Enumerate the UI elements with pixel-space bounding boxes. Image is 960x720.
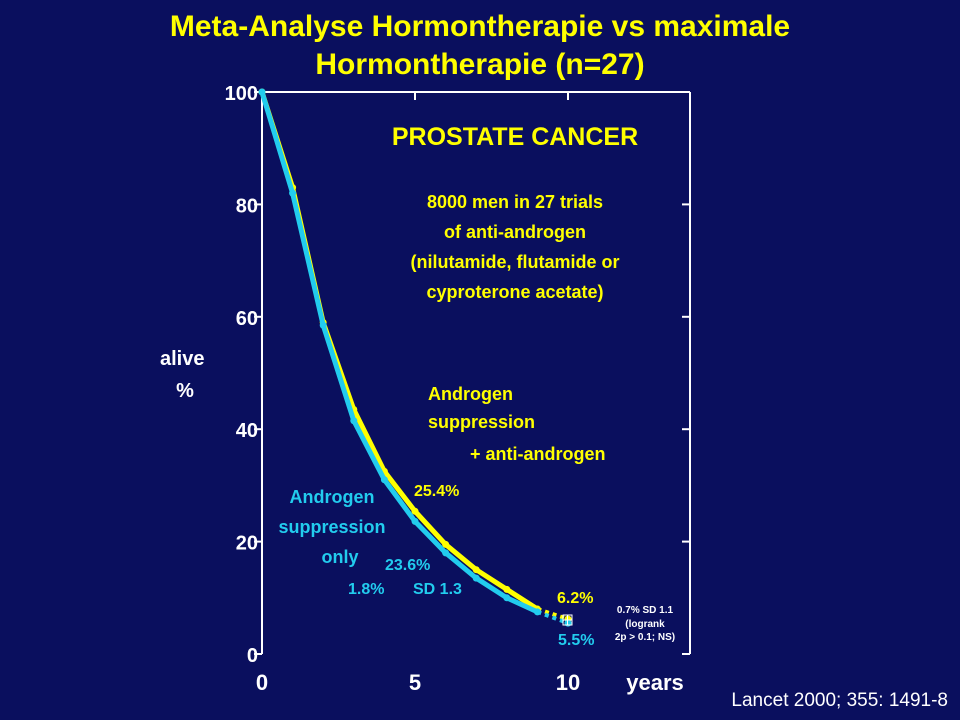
tick-labels: 0 20 40 60 80 100 0 5 10 xyxy=(225,83,581,695)
value-only-5y: 23.6% xyxy=(385,557,430,574)
stats-line-2: (logrank xyxy=(625,619,665,630)
series-max-therapy-point xyxy=(472,566,480,574)
prostate-cancer-heading: PROSTATE CANCER xyxy=(392,123,638,151)
series-only-therapy-point xyxy=(411,517,419,525)
stats-line-1: 0.7% SD 1.1 xyxy=(617,605,674,616)
x-tick-label: 10 xyxy=(556,670,580,695)
value-only-10y: 5.5% xyxy=(558,632,594,649)
citation: Lancet 2000; 355: 1491-8 xyxy=(731,690,948,711)
trials-line-3: (nilutamide, flutamide or xyxy=(410,252,619,272)
series-only-therapy-point xyxy=(319,321,327,329)
y-tick-label: 100 xyxy=(225,83,258,105)
legend-max-therapy: Androgen suppression + anti-androgen xyxy=(428,384,606,464)
y-tick-label: 0 xyxy=(247,645,258,667)
label-only-line-1: Androgen xyxy=(290,487,375,507)
series-only-therapy-point xyxy=(442,549,450,557)
trials-line-4: cyproterone acetate) xyxy=(426,282,603,302)
label-max-line-3: + anti-androgen xyxy=(470,444,606,464)
trials-note: 8000 men in 27 trials of anti-androgen (… xyxy=(410,192,619,302)
series-only-therapy-point xyxy=(289,189,297,197)
series-max-therapy-point xyxy=(442,540,450,548)
label-only-line-3: only xyxy=(321,547,358,567)
value-max-5y: 25.4% xyxy=(414,483,459,500)
y-axis-label-line-2: % xyxy=(176,380,194,402)
label-max-line-1: Androgen xyxy=(428,384,513,404)
axes xyxy=(254,91,691,655)
difference-5y: 1.8% xyxy=(348,581,384,598)
series-only-therapy-line xyxy=(259,91,539,615)
series-lines xyxy=(258,88,572,627)
x-tick-label: 5 xyxy=(409,670,421,695)
y-tick-label: 20 xyxy=(236,533,258,555)
label-max-line-2: suppression xyxy=(428,412,535,432)
x-tick-label: 0 xyxy=(256,670,268,695)
legend-only-therapy: Androgen suppression only xyxy=(278,487,385,567)
y-tick-label: 40 xyxy=(236,420,258,442)
series-only-therapy-point xyxy=(472,574,480,582)
x-axis-label: years xyxy=(626,670,684,695)
series-max-therapy-point xyxy=(503,585,511,593)
value-max-10y: 6.2% xyxy=(557,590,593,607)
series-max-therapy-point xyxy=(411,507,419,515)
title-line-1: Meta-Analyse Hormontherapie vs maximale xyxy=(169,10,791,43)
series-only-therapy-point xyxy=(533,608,541,616)
title-line-2: Hormontherapie (n=27) xyxy=(315,48,645,81)
trials-line-1: 8000 men in 27 trials xyxy=(427,192,603,212)
series-only-therapy-point xyxy=(258,88,266,96)
series-only-therapy-point xyxy=(380,476,388,484)
ci-box-icon xyxy=(562,614,573,626)
y-axis-label-line-1: alive xyxy=(160,348,204,370)
label-only-line-2: suppression xyxy=(278,517,385,537)
y-tick-label: 60 xyxy=(236,308,258,330)
stats-10y: 0.7% SD 1.1 (logrank 2p > 0.1; NS) xyxy=(615,605,675,643)
y-axis-label: alive % xyxy=(160,348,210,402)
series-only-therapy-point xyxy=(503,594,511,602)
trials-line-2: of anti-androgen xyxy=(444,222,586,242)
series-only-therapy-point xyxy=(350,417,358,425)
stats-line-3: 2p > 0.1; NS) xyxy=(615,632,675,643)
y-tick-label: 80 xyxy=(236,195,258,217)
sd-5y: SD 1.3 xyxy=(413,581,462,598)
chart-title: Meta-Analyse Hormontherapie vs maximale … xyxy=(40,8,920,84)
